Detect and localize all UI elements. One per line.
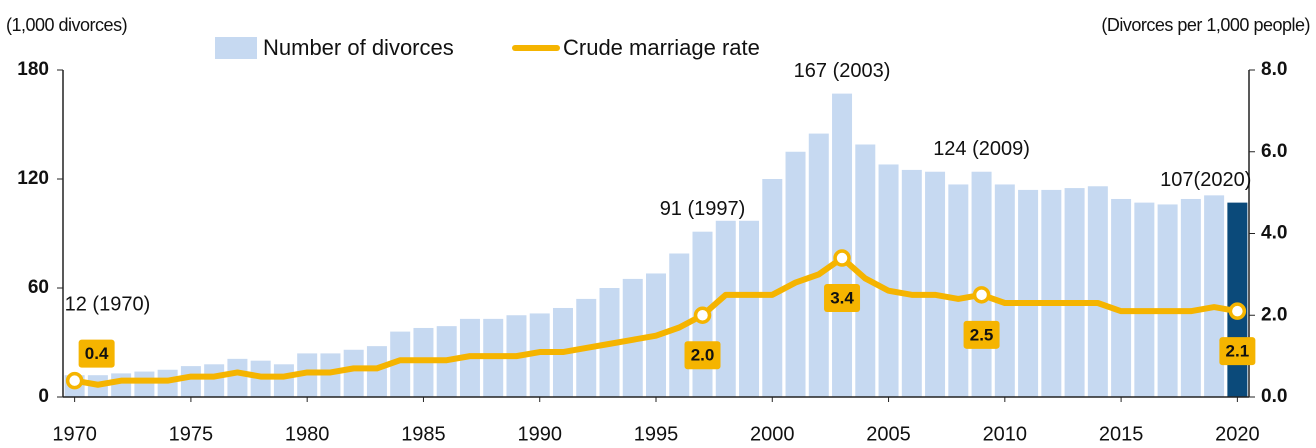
x-tick-label: 1980 — [285, 423, 330, 445]
bar-annotation: 167 (2003) — [794, 60, 891, 82]
value-label-box — [684, 341, 721, 370]
value-label-box — [1219, 337, 1256, 366]
line-marker — [65, 371, 84, 390]
bar — [134, 371, 155, 397]
bar — [273, 364, 294, 397]
value-label-box — [824, 284, 861, 313]
bar — [832, 93, 853, 397]
x-tick-label: 2015 — [1099, 423, 1144, 445]
value-label-box — [963, 320, 1000, 349]
bar — [715, 220, 736, 397]
bar — [390, 331, 411, 397]
bar — [1227, 202, 1248, 397]
bar-annotation: 91 (1997) — [660, 198, 746, 220]
y2-tick-label: 0.0 — [1261, 386, 1287, 407]
y2-axis-label: (Divorces per 1,000 people) — [1101, 15, 1310, 35]
bar — [1064, 188, 1085, 397]
y-tick-label: 0 — [38, 386, 49, 407]
bar — [1180, 198, 1201, 397]
bar — [204, 364, 225, 397]
bar-annotation: 107(2020) — [1160, 169, 1251, 191]
value-label: 2.0 — [691, 346, 715, 365]
bar — [739, 220, 760, 397]
y-tick-label: 180 — [17, 59, 49, 80]
value-label-box — [78, 339, 115, 368]
bar — [1041, 189, 1062, 397]
bar — [948, 184, 969, 397]
value-label: 0.4 — [85, 344, 109, 363]
bar — [343, 349, 364, 397]
bar — [785, 151, 806, 397]
legend-label: Crude marriage rate — [563, 35, 760, 60]
bar — [111, 373, 132, 397]
bar — [1018, 189, 1039, 397]
x-tick-label: 1985 — [401, 423, 446, 445]
x-tick-label: 1990 — [517, 423, 562, 445]
x-tick-label: 2010 — [983, 423, 1028, 445]
line-marker — [833, 249, 851, 267]
legend-swatch — [215, 37, 257, 59]
value-label: 3.4 — [830, 289, 854, 308]
bar — [994, 184, 1015, 397]
bar — [1204, 195, 1225, 397]
y2-tick-label: 2.0 — [1261, 304, 1287, 325]
bar — [1087, 186, 1108, 397]
bar-annotation: 124 (2009) — [933, 138, 1030, 160]
y2-tick-label: 4.0 — [1261, 223, 1287, 244]
x-tick-label: 2005 — [866, 423, 911, 445]
bar — [855, 144, 876, 397]
bar — [529, 313, 550, 397]
value-label: 2.5 — [970, 325, 994, 344]
x-tick-label: 1995 — [634, 423, 679, 445]
y-tick-label: 120 — [17, 168, 49, 189]
x-tick-label: 2020 — [1215, 423, 1260, 445]
bar — [227, 358, 248, 397]
bar — [366, 346, 387, 397]
line — [74, 255, 1238, 388]
legend-label: Number of divorces — [263, 35, 454, 60]
x-tick-label: 2000 — [750, 423, 795, 445]
x-tick-label: 1970 — [52, 423, 97, 445]
bar — [808, 133, 829, 398]
bar — [180, 366, 201, 397]
bar — [925, 171, 946, 397]
bar — [901, 169, 922, 397]
bar — [878, 164, 899, 397]
value-label: 2.1 — [1226, 342, 1250, 361]
bar — [1157, 204, 1178, 397]
y2-tick-label: 8.0 — [1261, 59, 1287, 80]
line-marker — [972, 286, 991, 304]
x-tick-label: 1975 — [169, 423, 214, 445]
bar — [1111, 198, 1132, 397]
bar-annotation: 12 (1970) — [65, 293, 151, 315]
y-axis-label: (1,000 divorces) — [6, 15, 127, 35]
bar — [762, 179, 783, 397]
y2-tick-label: 6.0 — [1261, 141, 1287, 162]
y-tick-label: 60 — [28, 277, 49, 298]
bar — [971, 171, 992, 397]
line-marker — [693, 306, 712, 324]
line-marker — [1228, 302, 1247, 320]
bar — [1134, 202, 1155, 397]
